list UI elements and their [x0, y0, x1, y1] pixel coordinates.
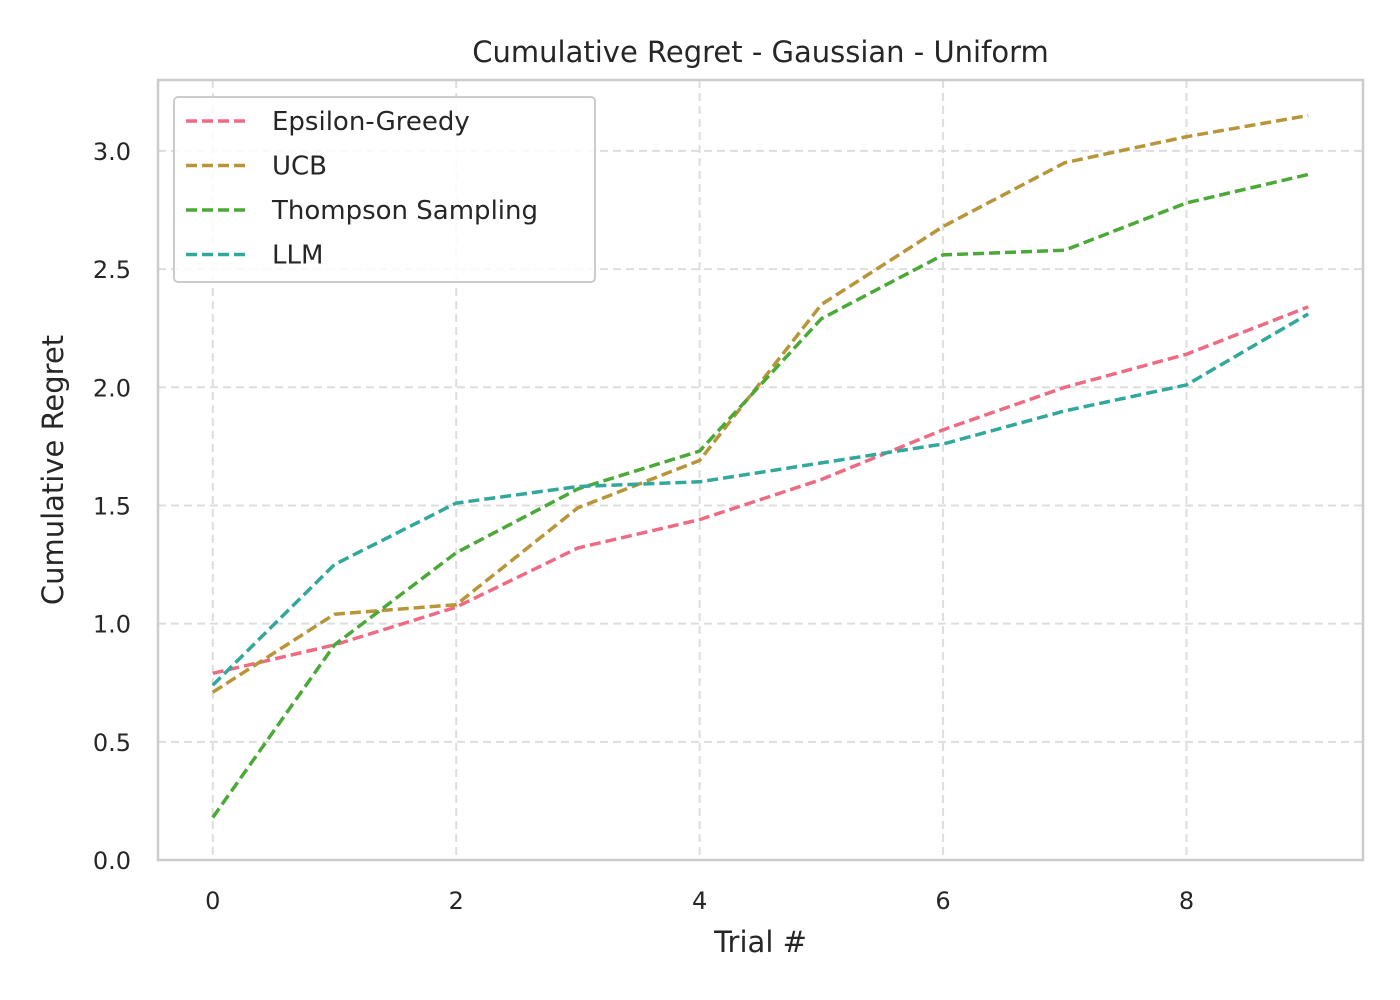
series-lines: [211, 113, 1310, 819]
legend-label: Thompson Sampling: [271, 196, 538, 226]
y-tick-label: 0.5: [93, 729, 131, 757]
series-line-llm: [211, 312, 1310, 687]
grid-lines: [158, 80, 1363, 861]
x-tick-label: 8: [1179, 887, 1194, 915]
y-tick-labels: 0.0 0.5 1.0 1.5 2.0 2.5 3.0: [93, 138, 131, 875]
y-tick-label: 0.0: [93, 847, 131, 875]
legend-label: Epsilon-Greedy: [272, 107, 470, 137]
series-line-ucb: [211, 113, 1309, 694]
legend-label: LLM: [272, 241, 323, 271]
series-line-epsilon-greedy: [212, 305, 1309, 676]
legend-box: [173, 96, 596, 283]
legend-items: Epsilon-Greedy UCB Thompson Sampling LLM: [186, 107, 538, 271]
plot-area-frame: [156, 78, 1365, 862]
y-axis-label: Cumulative Regret: [36, 335, 70, 605]
x-tick-label: 4: [692, 887, 707, 915]
chart-title: Cumulative Regret - Gaussian - Uniform: [472, 35, 1048, 69]
x-axis-label: Trial #: [713, 925, 807, 959]
y-tick-label: 2.5: [93, 256, 131, 284]
y-tick-label: 1.0: [93, 611, 131, 639]
y-tick-label: 1.5: [93, 492, 131, 520]
x-tick-label: 6: [935, 887, 950, 915]
legend: Epsilon-Greedy UCB Thompson Sampling LLM: [173, 96, 596, 283]
x-tick-label: 0: [205, 887, 220, 915]
legend-label: UCB: [272, 152, 327, 182]
y-tick-label: 2.0: [93, 374, 131, 402]
x-tick-labels: 0 2 4 6 8: [205, 887, 1194, 915]
y-tick-label: 3.0: [93, 138, 131, 166]
x-tick-label: 2: [449, 887, 464, 915]
